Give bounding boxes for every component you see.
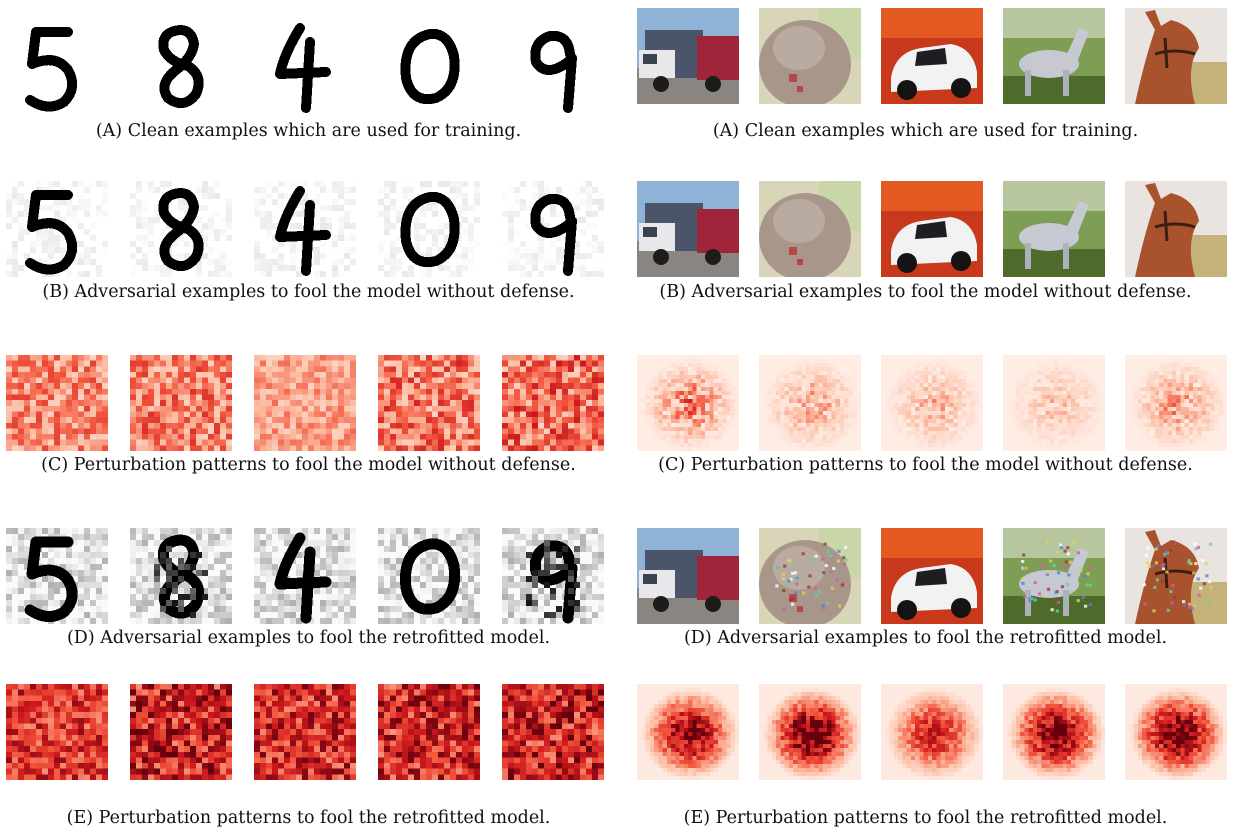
mnist-d-image-3 [254,528,356,624]
mnist-c-image-2 [130,355,232,451]
mnist-b-image-3 [254,181,356,277]
mnist-a-image-2 [130,18,232,114]
cifar-d-image-3 [881,528,983,624]
cifar-c-image-4 [1003,355,1105,451]
mnist-d-image-1 [6,528,108,624]
mnist-d-image-2 [130,528,232,624]
mnist-caption-b: (B) Adversarial examples to fool the mod… [42,282,575,302]
mnist-b-image-1 [6,181,108,277]
mnist-b-image-2 [130,181,232,277]
mnist-a-image-3 [254,18,356,114]
cifar-c-image-1 [637,355,739,451]
mnist-row-a-images [0,18,617,114]
mnist-row-d-images [0,528,617,624]
cifar-b-image-3 [881,181,983,277]
mnist-d-image-4 [378,528,480,624]
cifar-row-c-images [617,355,1234,451]
cifar-d-image-5 [1125,528,1227,624]
cifar-e-image-3 [881,684,983,780]
mnist-c-image-5 [502,355,604,451]
mnist-c-image-4 [378,355,480,451]
mnist-e-image-4 [378,684,480,780]
cifar-c-image-3 [881,355,983,451]
mnist-panel: (A) Clean examples which are used for tr… [0,18,617,828]
cifar-e-image-4 [1003,684,1105,780]
mnist-e-image-1 [6,684,108,780]
cifar-c-image-5 [1125,355,1227,451]
cifar-b-image-5 [1125,181,1227,277]
cifar-a-image-1 [637,8,739,104]
mnist-b-image-4 [378,181,480,277]
cifar-b-image-2 [759,181,861,277]
mnist-c-image-3 [254,355,356,451]
cifar-b-image-4 [1003,181,1105,277]
cifar-panel: (A) Clean examples which are used for tr… [617,0,1234,835]
cifar-d-image-2 [759,528,861,624]
cifar-caption-d: (D) Adversarial examples to fool the ret… [683,628,1168,648]
cifar-d-image-4 [1003,528,1105,624]
mnist-a-image-1 [6,18,108,114]
cifar-row-b-images [617,181,1234,277]
mnist-row-b-images [0,181,617,277]
mnist-caption-c: (C) Perturbation patterns to fool the mo… [41,455,576,475]
mnist-c-image-1 [6,355,108,451]
cifar-row-a-images [617,8,1234,104]
cifar-row-e-images [617,684,1234,780]
cifar-caption-a: (A) Clean examples which are used for tr… [712,121,1139,141]
cifar-e-image-5 [1125,684,1227,780]
mnist-d-image-5 [502,528,604,624]
mnist-e-image-5 [502,684,604,780]
cifar-caption-e: (E) Perturbation patterns to fool the re… [683,808,1168,828]
cifar-caption-b: (B) Adversarial examples to fool the mod… [659,282,1192,302]
cifar-row-d-images [617,528,1234,624]
cifar-e-image-1 [637,684,739,780]
cifar-e-image-2 [759,684,861,780]
mnist-caption-a: (A) Clean examples which are used for tr… [95,121,522,141]
cifar-a-image-5 [1125,8,1227,104]
cifar-d-image-1 [637,528,739,624]
cifar-b-image-1 [637,181,739,277]
mnist-b-image-5 [502,181,604,277]
mnist-caption-d: (D) Adversarial examples to fool the ret… [66,628,551,648]
mnist-row-e-images [0,684,617,780]
cifar-caption-c: (C) Perturbation patterns to fool the mo… [658,455,1193,475]
cifar-a-image-3 [881,8,983,104]
mnist-e-image-3 [254,684,356,780]
cifar-c-image-2 [759,355,861,451]
cifar-a-image-2 [759,8,861,104]
mnist-a-image-4 [378,18,480,114]
mnist-e-image-2 [130,684,232,780]
mnist-row-c-images [0,355,617,451]
mnist-a-image-5 [502,18,604,114]
mnist-caption-e: (E) Perturbation patterns to fool the re… [66,808,551,828]
cifar-a-image-4 [1003,8,1105,104]
